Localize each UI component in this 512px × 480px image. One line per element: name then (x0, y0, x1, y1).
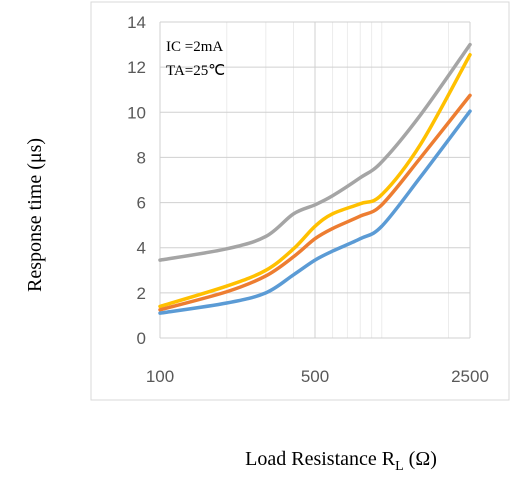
series-line-3 (158, 93, 472, 312)
grid (159, 21, 471, 339)
series-line-1 (158, 42, 472, 262)
y-tick-label: 14 (127, 13, 146, 32)
x-axis-title-subscript: L (395, 459, 404, 474)
x-axis-title-unit: (Ω) (409, 448, 437, 470)
y-tick-label: 12 (127, 58, 146, 77)
x-axis-title: Load Resistance RL (Ω) (245, 448, 437, 474)
annotation-current: IC =2mA (166, 39, 223, 55)
y-tick-label: 0 (137, 329, 146, 348)
chart-frame (90, 1, 510, 401)
x-tick-label: 100 (146, 367, 174, 386)
y-tick-label: 10 (127, 103, 146, 122)
y-tick-label: 6 (137, 194, 146, 213)
tick-labels: 0 2 4 6 8 10 12 14 100 500 2500 (127, 13, 489, 386)
series-lines (158, 42, 472, 315)
y-tick-label: 2 (137, 284, 146, 303)
x-axis-title-main: Load Resistance R (245, 448, 396, 470)
x-tick-label: 500 (301, 367, 329, 386)
y-tick-label: 8 (137, 148, 146, 167)
y-axis-title: Response time (μs) (24, 138, 46, 292)
x-tick-label: 2500 (451, 367, 489, 386)
annotation-temperature: TA=25℃ (166, 63, 225, 79)
series-line-4 (158, 109, 472, 315)
y-tick-label: 4 (137, 239, 146, 258)
series-line-2 (158, 52, 472, 309)
